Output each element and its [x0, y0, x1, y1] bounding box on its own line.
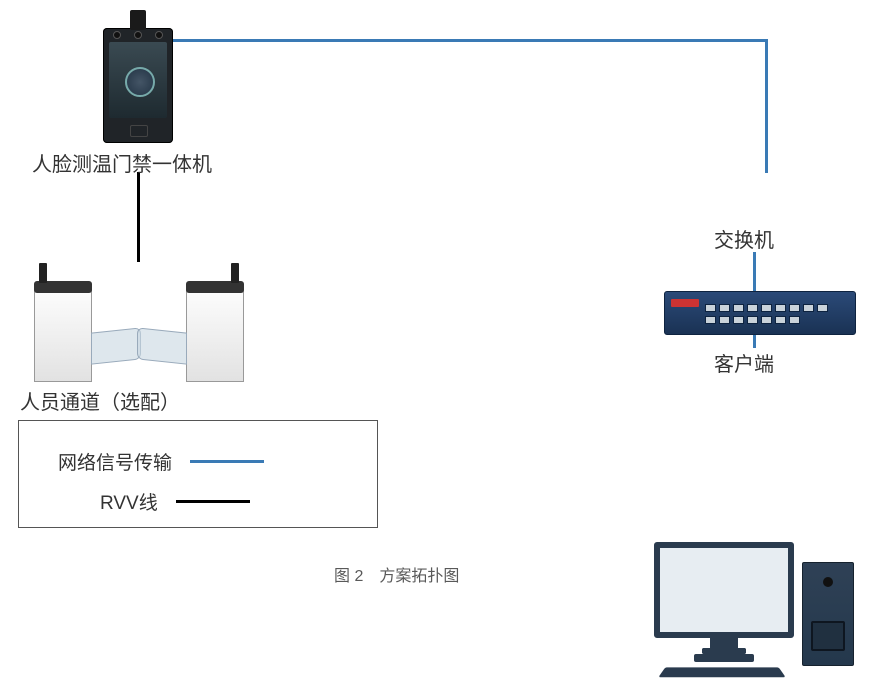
switch-brand-icon	[671, 299, 699, 307]
node-switch	[664, 291, 856, 335]
gate-pillar-left-icon	[34, 288, 92, 382]
label-client: 客户端	[714, 348, 774, 377]
terminal-icon	[103, 28, 173, 143]
label-switch: 交换机	[714, 224, 774, 253]
legend-swatch-rvv-icon	[176, 500, 250, 503]
figure-caption: 图 2 方案拓扑图	[334, 562, 459, 586]
legend-label-rvv: RVV线	[100, 488, 158, 515]
label-face-terminal: 人脸测温门禁一体机	[32, 148, 212, 177]
edge-terminal-gate	[137, 172, 140, 262]
gate-pillar-right-icon	[186, 288, 244, 382]
keyboard-icon	[658, 667, 785, 677]
node-client	[654, 542, 854, 682]
edge-terminal-switch-v	[765, 39, 768, 173]
legend-row-rvv: RVV线	[100, 488, 250, 515]
switch-ports-icon	[705, 304, 841, 324]
legend-label-network: 网络信号传输	[58, 448, 172, 475]
gate-wing-left-icon	[91, 327, 141, 364]
legend-swatch-network-icon	[190, 460, 264, 463]
gate-wing-right-icon	[137, 327, 187, 364]
edge-terminal-switch-h	[173, 39, 768, 42]
node-gate	[34, 262, 244, 382]
monitor-icon	[654, 542, 794, 638]
node-face-terminal	[103, 28, 173, 143]
pc-tower-icon	[802, 562, 854, 666]
legend-row-network: 网络信号传输	[58, 448, 264, 475]
label-gate: 人员通道（选配）	[20, 386, 180, 415]
